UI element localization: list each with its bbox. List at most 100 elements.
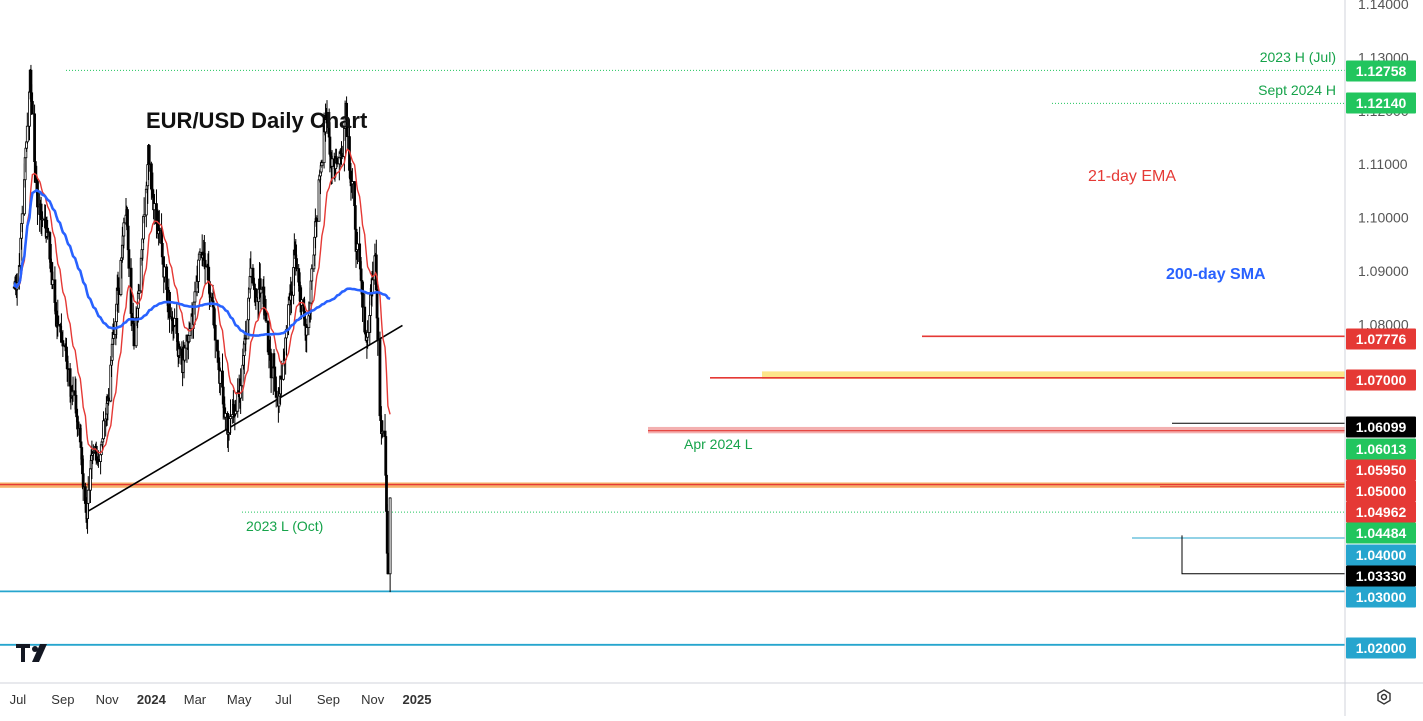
candle-body <box>248 275 252 290</box>
candles-layer <box>12 64 392 593</box>
price-label-box <box>1346 459 1416 481</box>
candle <box>25 112 29 144</box>
candle-body <box>163 266 166 278</box>
price-label-text: 1.02000 <box>1356 640 1407 656</box>
price-label-box <box>1346 565 1416 587</box>
chart-settings-icon[interactable] <box>1377 689 1391 705</box>
candle-body <box>152 203 156 211</box>
price-label-text: 1.03000 <box>1356 589 1407 605</box>
candle <box>325 100 329 134</box>
x-tick-label: Mar <box>184 692 207 707</box>
candle-body <box>157 227 161 232</box>
candle-body <box>381 430 385 433</box>
candle-body <box>356 243 359 251</box>
x-tick-label: 2025 <box>403 692 432 707</box>
candle-body <box>295 258 298 269</box>
x-tick-label: Sep <box>317 692 340 707</box>
candle <box>168 289 171 333</box>
candle-body <box>386 552 390 575</box>
price-label-1-07776: 1.07776 <box>1346 328 1416 350</box>
candle-body <box>224 413 227 418</box>
candle-body <box>388 497 392 575</box>
uptrend-line <box>85 324 403 514</box>
candle-body <box>61 340 65 346</box>
candle-body <box>229 416 232 419</box>
candle-body <box>25 125 29 143</box>
candle-body <box>56 315 60 325</box>
candle-body <box>330 158 334 167</box>
candle <box>81 455 85 501</box>
y-tick-label: 1.11000 <box>1358 156 1408 172</box>
price-label-1-05950: 1.05950 <box>1346 459 1416 481</box>
candle-body <box>178 346 182 350</box>
x-tick-label: Nov <box>361 692 385 707</box>
price-label-text: 1.07776 <box>1356 331 1407 347</box>
candle <box>274 380 278 408</box>
price-label-1-06013: 1.06013 <box>1346 438 1416 460</box>
sma-label: 200-day SMA <box>1166 266 1266 283</box>
candle <box>56 299 60 337</box>
candle-body <box>259 288 263 294</box>
annotation-text: 2023 H (Jul) <box>1260 49 1336 65</box>
price-label-text: 1.12758 <box>1356 63 1407 79</box>
price-label-1-02000: 1.02000 <box>1346 637 1416 659</box>
candle <box>36 179 39 225</box>
candle <box>142 197 146 224</box>
candle-body <box>86 489 90 504</box>
tradingview-logo <box>16 644 47 662</box>
price-label-text: 1.12140 <box>1356 95 1407 111</box>
candle-body <box>317 179 321 222</box>
price-label-box <box>1346 501 1416 523</box>
candle-body <box>244 337 248 340</box>
x-tick-label: Jul <box>275 692 292 707</box>
price-label-box <box>1346 637 1416 659</box>
candle-body <box>193 291 197 303</box>
price-label-1-06099: 1.06099 <box>1346 416 1416 438</box>
candle-body <box>305 327 309 336</box>
candle-body <box>287 304 290 331</box>
price-label-1-03330: 1.03330 <box>1346 565 1416 587</box>
candle-body <box>264 312 268 322</box>
candle-body <box>188 328 192 336</box>
candle <box>61 330 65 358</box>
candle-body <box>385 510 389 554</box>
candle-body <box>91 452 95 454</box>
price-label-1-04962: 1.04962 <box>1346 501 1416 523</box>
price-label-1-07000: 1.07000 <box>1346 369 1416 391</box>
candle-body <box>20 213 24 224</box>
candle-body <box>340 155 344 158</box>
price-label-text: 1.04484 <box>1356 525 1407 541</box>
candle-body <box>51 279 55 286</box>
candle-body <box>117 290 121 295</box>
candle-body <box>279 375 283 380</box>
price-label-box <box>1346 328 1416 350</box>
candle-body <box>147 145 151 165</box>
price-label-text: 1.04000 <box>1356 547 1407 563</box>
candle <box>234 399 237 417</box>
candle-body <box>79 441 83 448</box>
candle-body <box>325 117 329 124</box>
y-tick-label: 1.14000 <box>1358 0 1409 12</box>
candle <box>366 320 370 349</box>
price-label-box <box>1346 416 1416 438</box>
price-label-box <box>1346 522 1416 544</box>
candle <box>305 323 309 353</box>
candle-body <box>371 279 375 294</box>
candle <box>386 549 390 575</box>
candle-body <box>102 420 105 440</box>
chart-title: EUR/USD Daily Chart <box>146 108 368 133</box>
candle-body <box>122 222 126 237</box>
annotation-text: Apr 2024 L <box>684 436 753 452</box>
candle <box>259 278 263 312</box>
candle-body <box>89 468 92 491</box>
candle-body <box>198 251 202 255</box>
price-label-1-05000: 1.05000 <box>1346 480 1416 502</box>
price-label-box <box>1346 480 1416 502</box>
candle-body <box>254 288 258 298</box>
candle <box>295 244 298 272</box>
candle-body <box>46 227 50 233</box>
candle <box>86 476 90 519</box>
